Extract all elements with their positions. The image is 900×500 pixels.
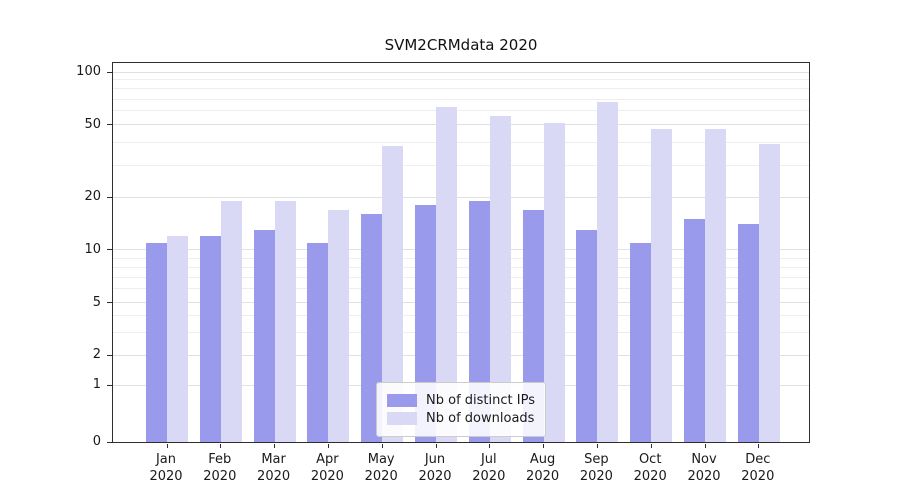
bar-nb-of-distinct-ips-dec	[737, 224, 759, 442]
plot-area: Nb of distinct IPs Nb of downloads	[112, 62, 810, 443]
gridline-minor	[113, 276, 809, 278]
bar-nb-of-distinct-ips-feb	[199, 236, 221, 442]
gridline-minor	[113, 266, 809, 268]
gridline-major	[113, 196, 809, 198]
y-tick-mark	[107, 196, 112, 198]
bars-layer	[113, 63, 809, 442]
y-tick-mark	[107, 384, 112, 386]
bar-nb-of-downloads-sep	[597, 102, 619, 442]
x-tick-label-sep: Sep 2020	[579, 452, 613, 484]
x-tick-label-jun: Jun 2020	[418, 452, 452, 484]
x-tick-mark	[274, 444, 276, 448]
y-tick-label: 100	[76, 64, 101, 79]
chart-title: SVM2CRMdata 2020	[384, 36, 538, 54]
y-tick-label: 0	[92, 434, 101, 449]
x-tick-mark	[704, 444, 706, 448]
gridline-minor	[113, 257, 809, 259]
y-tick-mark	[107, 249, 112, 251]
bar-nb-of-distinct-ips-oct	[630, 242, 652, 442]
bar-nb-of-distinct-ips-mar	[253, 230, 275, 442]
y-tick-label: 5	[92, 294, 101, 310]
gridline-minor	[113, 98, 809, 100]
x-tick-mark	[489, 444, 491, 448]
legend-row: Nb of distinct IPs	[387, 393, 535, 408]
y-tick-label: 2	[92, 347, 101, 363]
y-tick-mark	[107, 124, 112, 126]
bar-nb-of-downloads-apr	[328, 209, 350, 442]
x-tick-mark	[435, 444, 437, 448]
x-tick-label-nov: Nov 2020	[687, 452, 721, 484]
y-axis-tick-marks	[107, 62, 112, 443]
bar-nb-of-distinct-ips-jul	[468, 201, 490, 442]
bar-nb-of-distinct-ips-jan	[146, 242, 167, 442]
bar-nb-of-downloads-aug	[543, 123, 565, 442]
x-tick-mark	[650, 444, 652, 448]
x-tick-label-apr: Apr 2020	[310, 452, 344, 484]
legend-swatch-icon	[387, 394, 418, 407]
x-tick-label-dec: Dec 2020	[741, 452, 775, 484]
gridline-major	[113, 302, 809, 304]
y-tick-mark	[107, 302, 112, 304]
bar-nb-of-distinct-ips-sep	[576, 230, 598, 442]
x-tick-mark	[220, 444, 222, 448]
bar-nb-of-downloads-nov	[705, 129, 726, 442]
x-tick-label-aug: Aug 2020	[526, 452, 560, 484]
gridline-minor	[113, 288, 809, 290]
legend-row: Nb of downloads	[387, 411, 535, 426]
bar-nb-of-downloads-feb	[220, 201, 242, 442]
x-tick-label-jan: Jan 2020	[149, 452, 183, 484]
bar-nb-of-distinct-ips-nov	[684, 219, 705, 442]
x-tick-label-jul: Jul 2020	[472, 452, 506, 484]
bar-nb-of-downloads-oct	[651, 129, 673, 442]
y-tick-label: 20	[84, 189, 101, 205]
x-axis: Jan 2020 Feb 2020 Mar 2020 Apr 2020 May 2020 Jun 20…	[112, 443, 810, 499]
y-tick-label: 1	[92, 377, 101, 393]
gridline-minor	[113, 79, 809, 81]
bar-nb-of-distinct-ips-apr	[307, 242, 329, 442]
bar-nb-of-downloads-jan	[167, 236, 188, 442]
x-tick-mark	[596, 444, 598, 448]
gridline-minor	[113, 164, 809, 166]
x-tick-label-feb: Feb 2020	[203, 452, 237, 484]
y-tick-mark	[107, 71, 112, 73]
x-tick-mark	[758, 444, 760, 448]
gridline-minor	[113, 88, 809, 90]
y-axis-tick-labels: 0 1 2 5 10 20 50 100	[0, 62, 101, 449]
gridline-minor	[113, 141, 809, 143]
gridline-minor	[113, 315, 809, 317]
legend-swatch-icon	[387, 412, 418, 425]
legend-label: Nb of distinct IPs	[426, 393, 535, 408]
bar-nb-of-downloads-jun	[436, 107, 457, 442]
x-tick-label-may: May 2020	[364, 452, 398, 484]
gridline-major	[113, 71, 809, 73]
gridlines	[113, 63, 809, 442]
x-tick-mark	[543, 444, 545, 448]
legend-label: Nb of downloads	[426, 411, 535, 426]
gridline-major	[113, 249, 809, 251]
x-tick-label-mar: Mar 2020	[257, 452, 291, 484]
bar-nb-of-downloads-dec	[758, 144, 780, 442]
bar-nb-of-downloads-may	[382, 146, 404, 442]
gridline-minor	[113, 331, 809, 333]
y-tick-mark	[107, 354, 112, 356]
gridline-minor	[113, 110, 809, 112]
bar-nb-of-downloads-mar	[274, 201, 296, 442]
x-tick-mark	[166, 444, 168, 448]
x-tick-mark	[381, 444, 383, 448]
legend: Nb of distinct IPs Nb of downloads	[376, 382, 546, 437]
x-tick-label-oct: Oct 2020	[633, 452, 667, 484]
gridline-major	[113, 354, 809, 356]
y-tick-label: 50	[84, 116, 101, 132]
y-tick-label: 10	[84, 241, 101, 257]
y-tick-mark	[107, 441, 112, 443]
bar-nb-of-downloads-jul	[489, 115, 511, 442]
x-tick-mark	[327, 444, 329, 448]
gridline-major	[113, 124, 809, 126]
